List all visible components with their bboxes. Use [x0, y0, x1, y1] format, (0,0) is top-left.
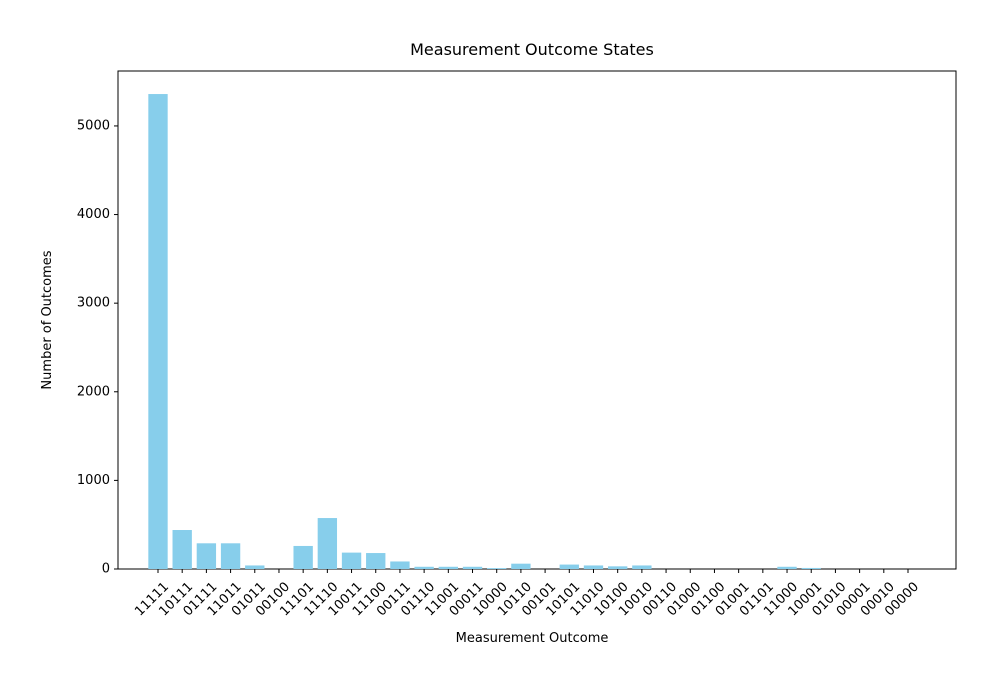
bar-00111	[390, 561, 410, 569]
bar-11010	[583, 565, 604, 569]
bar-10011	[341, 552, 362, 569]
bar-10100	[608, 566, 628, 569]
bar-10111	[172, 530, 192, 569]
y-tick-label: 2000	[77, 384, 110, 399]
y-tick-label: 3000	[77, 296, 110, 311]
y-tick-label: 5000	[77, 118, 110, 133]
bar-11100	[366, 553, 386, 569]
y-axis-label: Number of Outcomes	[40, 250, 55, 389]
bar-10010	[632, 565, 652, 569]
y-axis-ticks: 0 1000 2000 3000 4000 5000	[77, 118, 118, 577]
y-tick-label: 4000	[77, 207, 110, 222]
bar-11001	[438, 566, 458, 569]
bar-00011	[462, 566, 483, 569]
bar-01011	[245, 565, 265, 569]
bar-01111	[196, 543, 217, 569]
bar-11111	[148, 94, 168, 569]
bar-10101	[559, 564, 579, 569]
bar-10000	[487, 568, 507, 569]
bar-10110	[511, 563, 531, 569]
bar-11110	[317, 518, 338, 569]
plot-area-frame	[117, 70, 957, 570]
bar-11101	[293, 545, 313, 569]
bar-11011	[220, 543, 241, 569]
y-tick-label: 1000	[77, 473, 110, 488]
y-tick-label: 0	[102, 562, 110, 577]
bar-11000	[777, 566, 797, 569]
chart-title: Measurement Outcome States	[410, 40, 654, 59]
bar-01110	[414, 566, 434, 569]
x-axis-label: Measurement Outcome	[456, 631, 609, 646]
bar-10001	[801, 567, 821, 569]
x-axis-ticks: 1111110111011111101101011001001110111110…	[132, 569, 922, 619]
bars-group	[148, 94, 821, 569]
